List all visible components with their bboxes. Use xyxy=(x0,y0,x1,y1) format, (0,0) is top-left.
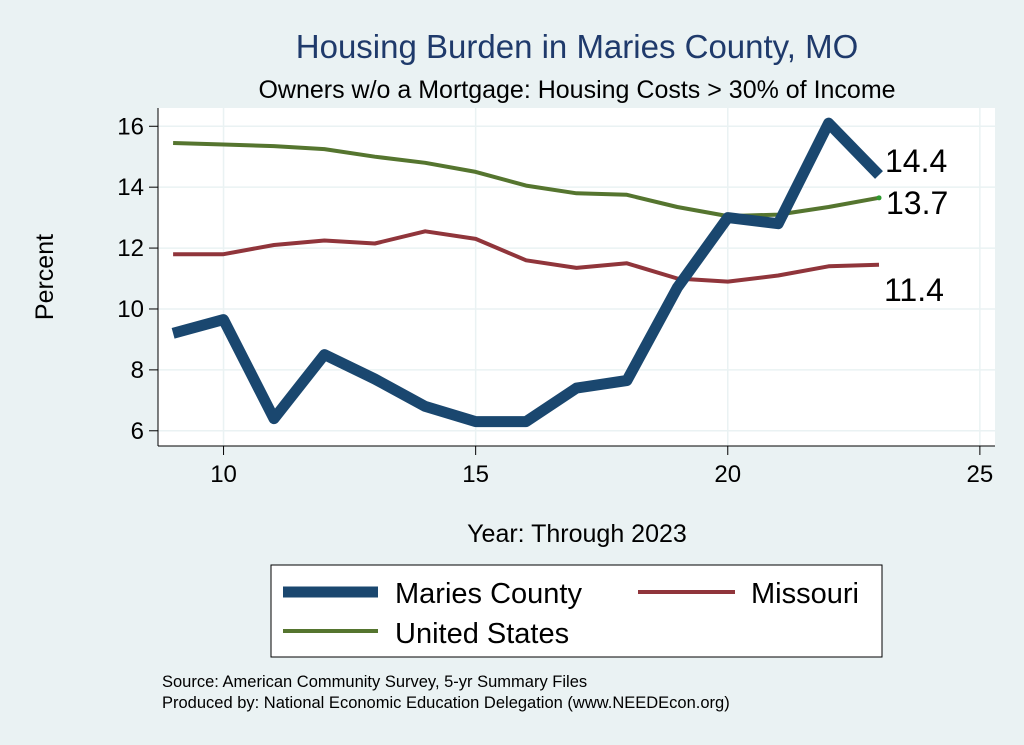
producer-line: Produced by: National Economic Education… xyxy=(162,694,730,712)
y-axis-title: Percent xyxy=(31,234,59,320)
x-axis-title: Year: Through 2023 xyxy=(467,520,687,548)
y-tick-label: 10 xyxy=(117,296,144,323)
series-line-united-states xyxy=(173,141,880,219)
chart-subtitle: Owners w/o a Mortgage: Housing Costs > 3… xyxy=(258,76,895,104)
series-line-missouri xyxy=(173,229,880,284)
y-tick-label: 8 xyxy=(131,357,144,384)
y-tick-label: 16 xyxy=(117,113,144,140)
legend-label-united-states: United States xyxy=(395,618,569,650)
end-point-united-states xyxy=(876,195,882,201)
y-axis-ticks: 6 8 10 12 14 16 xyxy=(117,113,158,445)
end-label-missouri: 11.4 xyxy=(884,272,944,308)
x-tick-label: 10 xyxy=(210,461,237,488)
series-line-maries-county xyxy=(171,117,883,428)
y-tick-label: 6 xyxy=(131,418,144,445)
y-tick-label: 14 xyxy=(117,174,144,201)
x-tick-label: 20 xyxy=(714,461,741,488)
end-label-maries-county: 14.4 xyxy=(885,143,947,179)
x-tick-label: 25 xyxy=(967,461,994,488)
y-tick-label: 12 xyxy=(117,235,144,262)
legend: Maries County Missouri United States xyxy=(270,564,883,658)
source-line: Source: American Community Survey, 5-yr … xyxy=(162,673,587,691)
x-tick-label: 15 xyxy=(462,461,489,488)
series-lines xyxy=(171,117,883,428)
legend-label-maries-county: Maries County xyxy=(395,578,582,610)
end-label-united-states: 13.7 xyxy=(886,185,948,221)
x-axis-ticks: 10 15 20 25 xyxy=(210,446,993,488)
chart-title: Housing Burden in Maries County, MO xyxy=(296,28,858,65)
grid xyxy=(158,108,995,446)
legend-box xyxy=(270,564,883,658)
legend-label-missouri: Missouri xyxy=(751,578,859,610)
